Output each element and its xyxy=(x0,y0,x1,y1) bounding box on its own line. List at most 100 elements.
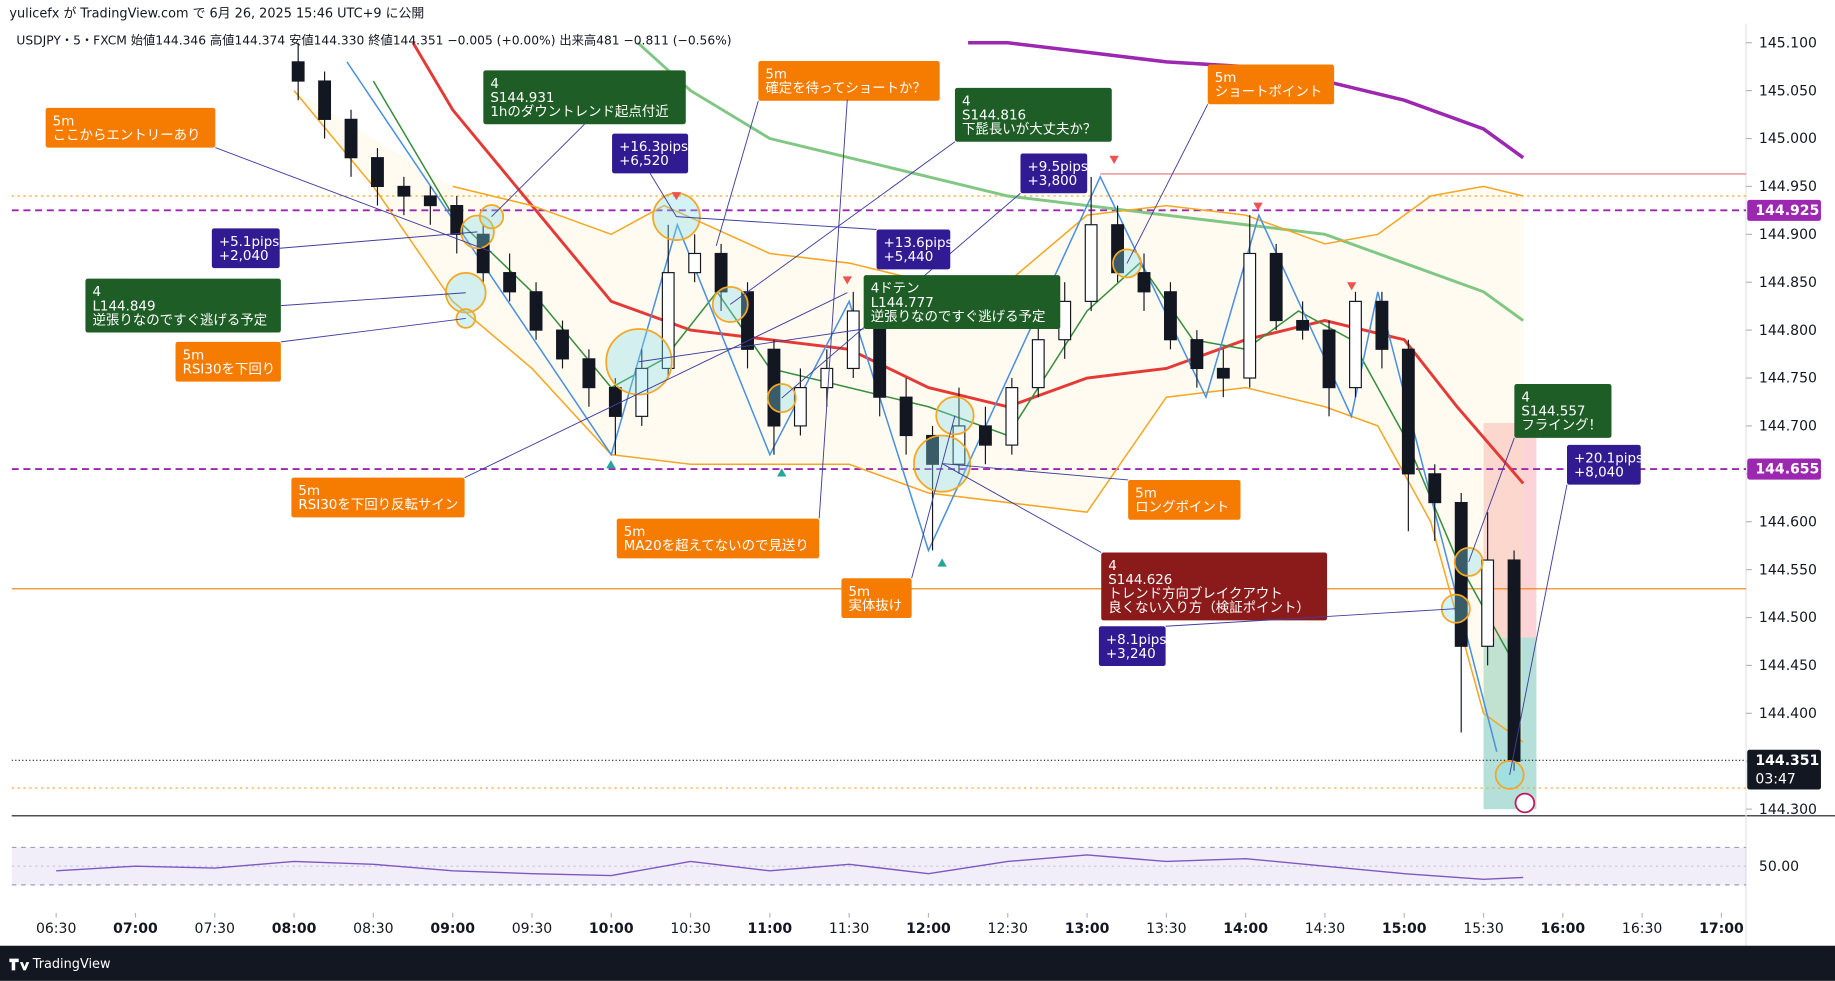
annotation-text: +3,800 xyxy=(1028,174,1078,189)
y-tick-label: 144.550 xyxy=(1759,562,1817,578)
indicator-line xyxy=(411,41,1525,485)
annotation-box xyxy=(85,278,281,333)
annotation-leader xyxy=(715,100,759,247)
candle-body xyxy=(1137,272,1151,293)
y-tick-label: 144.850 xyxy=(1759,275,1817,291)
legend: USDJPY・5・FXCM 始値144.346 高値144.374 安値144.… xyxy=(16,33,731,48)
candle-body xyxy=(1111,224,1125,274)
annotation-box xyxy=(954,87,1112,142)
annotation-box xyxy=(45,107,216,148)
annotation-text: S144.931 xyxy=(490,91,554,106)
annotation-leader xyxy=(1468,437,1515,563)
x-tick-label: 10:00 xyxy=(589,921,634,937)
candle-body xyxy=(291,61,305,82)
candle-body xyxy=(556,329,569,360)
buy-marker xyxy=(937,558,947,567)
annotation-text: 4 xyxy=(1521,391,1530,406)
price-label-box xyxy=(1747,199,1821,221)
y-tick-label: 144.600 xyxy=(1759,514,1817,530)
candle-body xyxy=(1031,339,1045,389)
annotation-text: +5.1pips xyxy=(219,235,279,250)
annotation-text: 4ドテン xyxy=(871,282,920,297)
last-price-label: 144.351 xyxy=(1755,753,1819,769)
annotation-text: 4 xyxy=(962,94,971,109)
annotation-leader xyxy=(491,123,585,217)
annotation-text: +13.6pips xyxy=(884,236,953,251)
countdown: 03:47 xyxy=(1755,772,1795,788)
annotation-text: 5m xyxy=(765,68,787,83)
annotation-leader xyxy=(818,99,848,519)
y-tick-label: 145.050 xyxy=(1759,83,1817,99)
annotation-leader xyxy=(279,231,478,249)
y-tick-label: 144.800 xyxy=(1759,323,1817,339)
annotation-text: +16.3pips xyxy=(619,140,688,155)
annotation-text: 5m xyxy=(53,114,75,129)
indicator-line xyxy=(293,90,1524,743)
header-bar xyxy=(0,0,1835,26)
sell-marker xyxy=(671,192,682,201)
annotation-text: L144.777 xyxy=(871,296,934,311)
x-tick-label: 16:00 xyxy=(1541,921,1586,937)
annotation-text: フライング！ xyxy=(1521,418,1602,434)
annotation-text: +8,040 xyxy=(1574,465,1624,480)
x-tick-label: 12:30 xyxy=(988,921,1028,937)
y-tick-label: 144.750 xyxy=(1759,371,1817,387)
plot-area xyxy=(11,40,1747,810)
candle-body xyxy=(529,291,543,331)
candle-body xyxy=(423,195,437,207)
annotation-box xyxy=(175,341,281,382)
candle-body xyxy=(1401,348,1415,475)
candle-body xyxy=(450,204,464,235)
annotation-box xyxy=(616,518,820,559)
annotation-text: 逆張りなのですぐ逃げる予定 xyxy=(92,312,267,328)
indicator-line xyxy=(452,185,1524,283)
candle-body xyxy=(899,396,913,437)
x-tick-label: 07:00 xyxy=(113,921,158,937)
annotation-box xyxy=(1207,64,1335,105)
x-tick-label: 15:30 xyxy=(1463,921,1503,937)
annotation-box xyxy=(1567,444,1641,485)
candle-body xyxy=(793,387,807,427)
annotation-box xyxy=(863,275,1061,330)
annotation-box xyxy=(1020,153,1088,194)
annotation-box xyxy=(876,229,951,270)
annotation-text: 良くない入り方（検証ポイント） xyxy=(1108,600,1310,616)
y-tick-label: 145.000 xyxy=(1759,131,1817,147)
annotation-text: RSI30を下回り反転サイン xyxy=(298,497,458,513)
annotation-leader xyxy=(941,463,1102,553)
annotation-text: 確定を待ってショートか？ xyxy=(765,81,926,97)
rsi-tick-label: 50.00 xyxy=(1759,859,1799,875)
x-tick-label: 17:00 xyxy=(1699,921,1744,937)
x-tick-label: 08:00 xyxy=(272,921,317,937)
annotation-text: 4 xyxy=(92,285,101,300)
annotation-text: L144.849 xyxy=(92,299,155,314)
annotation-text: 5m xyxy=(298,484,320,499)
x-tick-label: 12:00 xyxy=(906,921,951,937)
y-tick-label: 144.400 xyxy=(1759,706,1817,722)
candle-body xyxy=(661,272,675,370)
annotation-text: +6,520 xyxy=(619,154,669,169)
rsi-pane xyxy=(11,846,1747,886)
annotation-box xyxy=(211,228,280,269)
annotation-leader xyxy=(1509,484,1568,775)
annotation-text: +5,440 xyxy=(884,250,934,265)
annotation-leader xyxy=(280,318,466,343)
annotation-leader xyxy=(464,292,848,479)
buy-marker xyxy=(777,468,787,477)
x-tick-label: 11:30 xyxy=(829,921,869,937)
annotation-leader xyxy=(649,173,677,217)
x-tick-label: 10:30 xyxy=(670,921,710,937)
candle-body xyxy=(978,425,992,446)
annotation-box xyxy=(758,61,940,101)
candle-body xyxy=(952,425,966,465)
x-tick-label: 09:30 xyxy=(512,921,552,937)
annotation-text: 5m xyxy=(1135,487,1157,502)
candle-body xyxy=(1296,319,1310,331)
x-tick-label: 09:00 xyxy=(430,921,475,937)
candle-body xyxy=(1190,339,1204,370)
x-tick-label: 15:00 xyxy=(1382,921,1427,937)
annotation-box xyxy=(1128,479,1241,520)
x-tick-label: 14:00 xyxy=(1223,921,1268,937)
candle-body xyxy=(1084,224,1098,302)
